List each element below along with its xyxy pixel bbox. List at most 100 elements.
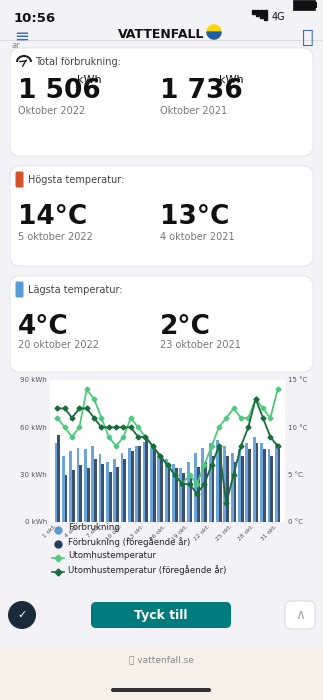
FancyBboxPatch shape	[91, 602, 231, 628]
Text: Tyck till: Tyck till	[134, 608, 188, 622]
Bar	[253, 437, 255, 522]
Text: kWh: kWh	[219, 75, 244, 85]
Bar	[197, 467, 200, 522]
Text: Förbrukning: Förbrukning	[68, 524, 120, 533]
Text: 1 506: 1 506	[18, 78, 101, 104]
Bar	[138, 447, 141, 522]
Bar	[260, 10, 263, 18]
Text: 5 oktober 2022: 5 oktober 2022	[18, 232, 93, 242]
Text: Förbrukning (föregående år): Förbrukning (föregående år)	[68, 537, 190, 547]
FancyBboxPatch shape	[285, 601, 315, 629]
Bar	[172, 463, 175, 522]
Text: 🔒 vattenfall.se: 🔒 vattenfall.se	[129, 655, 193, 664]
Bar	[248, 449, 251, 522]
Bar	[57, 435, 60, 522]
Bar	[72, 470, 75, 522]
Text: 2°C: 2°C	[160, 314, 211, 340]
Bar	[150, 448, 153, 522]
Bar	[209, 443, 212, 522]
Text: 20 oktober 2022: 20 oktober 2022	[18, 340, 99, 350]
Bar	[69, 451, 72, 522]
Bar	[315, 2, 317, 8]
Text: 14°C: 14°C	[18, 204, 87, 230]
Bar	[202, 448, 204, 522]
Bar	[175, 468, 178, 522]
Bar	[123, 459, 126, 522]
Bar	[84, 449, 87, 522]
Bar	[219, 448, 222, 522]
Bar	[153, 449, 156, 522]
Bar	[143, 442, 145, 522]
Bar	[94, 459, 97, 522]
Bar	[256, 10, 259, 16]
Bar	[135, 447, 138, 522]
Bar	[101, 463, 104, 522]
Text: kWh: kWh	[77, 75, 102, 85]
Bar	[204, 462, 207, 522]
Text: ∧: ∧	[295, 608, 305, 622]
Text: VATTENFALL: VATTENFALL	[118, 28, 204, 41]
FancyBboxPatch shape	[10, 166, 313, 266]
Bar	[216, 440, 219, 522]
FancyBboxPatch shape	[16, 172, 24, 188]
FancyBboxPatch shape	[10, 276, 313, 372]
Text: 10:56: 10:56	[14, 12, 56, 25]
Bar	[0, 648, 323, 700]
Text: 4G: 4G	[272, 12, 286, 22]
Bar	[212, 456, 214, 522]
Bar	[267, 449, 270, 522]
Text: Oktober 2021: Oktober 2021	[160, 106, 227, 116]
Bar	[65, 475, 68, 522]
Text: 13°C: 13°C	[160, 204, 229, 230]
Bar	[106, 462, 109, 522]
Bar	[128, 448, 131, 522]
Bar	[241, 456, 244, 522]
FancyBboxPatch shape	[10, 48, 313, 156]
Text: Total förbrukning:: Total förbrukning:	[35, 57, 121, 67]
Circle shape	[8, 601, 36, 629]
Text: 4 oktober 2021: 4 oktober 2021	[160, 232, 234, 242]
Bar	[55, 443, 57, 522]
Bar	[255, 443, 258, 522]
Bar	[79, 466, 82, 522]
Bar	[293, 0, 315, 10]
Bar	[62, 456, 65, 522]
Bar	[260, 443, 263, 522]
Bar	[113, 459, 116, 522]
Bar	[131, 451, 134, 522]
Text: ⌕: ⌕	[302, 28, 314, 47]
Bar	[252, 10, 255, 14]
Text: Utomhustemperatur: Utomhustemperatur	[68, 552, 156, 561]
Bar	[231, 453, 234, 522]
Bar	[194, 453, 197, 522]
Bar	[190, 475, 192, 522]
Bar	[91, 447, 94, 522]
Polygon shape	[207, 32, 221, 39]
FancyBboxPatch shape	[111, 688, 211, 692]
Bar	[99, 454, 101, 522]
Bar	[77, 448, 79, 522]
Bar	[109, 472, 111, 522]
Bar	[275, 443, 278, 522]
Bar	[278, 449, 280, 522]
Bar	[182, 473, 185, 522]
Text: 4°C: 4°C	[18, 314, 69, 340]
Bar	[179, 468, 182, 522]
Text: 1 736: 1 736	[160, 78, 243, 104]
Bar	[157, 453, 160, 522]
Bar	[87, 468, 89, 522]
Bar	[264, 10, 267, 20]
Bar	[160, 456, 163, 522]
Text: Oktober 2022: Oktober 2022	[18, 106, 85, 116]
Bar	[270, 456, 273, 522]
Bar	[238, 449, 241, 522]
Bar	[224, 447, 226, 522]
Bar	[168, 463, 170, 522]
Bar	[145, 440, 148, 522]
Bar	[263, 449, 266, 522]
Text: Högsta temperatur:: Högsta temperatur:	[28, 175, 124, 185]
Circle shape	[207, 25, 221, 39]
Bar	[121, 453, 123, 522]
Bar	[245, 443, 248, 522]
Text: Utomhustemperatur (föregående år): Utomhustemperatur (föregående år)	[68, 565, 226, 575]
